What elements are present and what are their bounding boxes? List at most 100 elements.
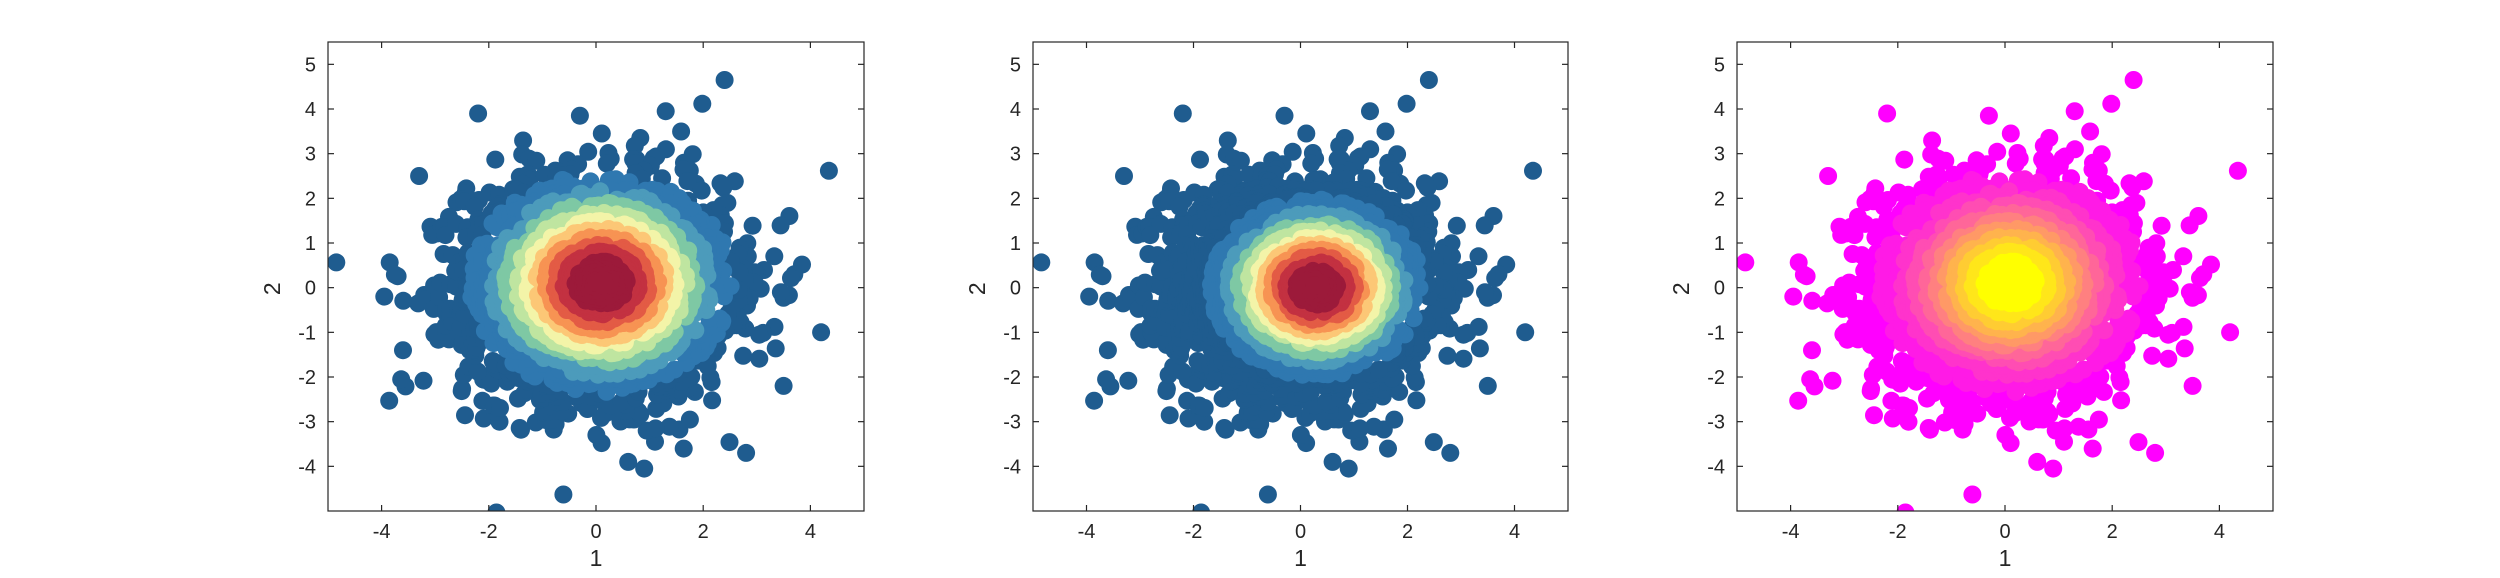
y-tick-label: 5 xyxy=(305,54,316,76)
y-tick-label: 4 xyxy=(305,99,316,121)
data-point xyxy=(1119,372,1137,390)
data-point xyxy=(1448,217,1466,235)
x-tick-label: 4 xyxy=(805,521,816,543)
data-point xyxy=(1476,216,1494,234)
data-point xyxy=(1476,283,1494,301)
data-point xyxy=(1115,167,1133,185)
data-point xyxy=(1471,339,1489,357)
data-point xyxy=(737,444,755,462)
data-point xyxy=(1524,162,1542,180)
data-point xyxy=(703,391,721,409)
data-point xyxy=(657,102,675,120)
data-point xyxy=(595,275,613,293)
data-point xyxy=(1292,426,1310,444)
y-tick-label: 3 xyxy=(305,144,316,166)
data-point xyxy=(750,350,768,368)
data-point xyxy=(389,267,407,285)
data-point xyxy=(593,125,611,143)
data-point xyxy=(1191,151,1209,169)
data-point xyxy=(1441,444,1459,462)
data-point xyxy=(375,288,393,306)
data-point xyxy=(380,392,398,410)
data-point xyxy=(1215,419,1233,437)
data-point xyxy=(1398,95,1416,113)
data-point xyxy=(744,217,762,235)
data-points xyxy=(327,71,838,522)
data-point xyxy=(772,283,790,301)
y-tick-label: -3 xyxy=(298,412,316,434)
data-point xyxy=(672,123,690,141)
data-point xyxy=(678,172,696,190)
data-point xyxy=(1032,253,1050,271)
data-point xyxy=(1479,377,1497,395)
data-point xyxy=(571,107,589,125)
data-point xyxy=(1192,504,1210,522)
data-point xyxy=(1094,267,1112,285)
data-point xyxy=(1438,347,1456,365)
x-tick-label: 2 xyxy=(698,521,709,543)
data-point xyxy=(1419,179,1437,197)
data-points xyxy=(1032,71,1542,522)
data-point xyxy=(394,341,412,359)
data-point xyxy=(1379,440,1397,458)
data-point xyxy=(456,406,474,424)
data-point xyxy=(1425,433,1443,451)
data-point xyxy=(675,440,693,458)
y-axis-label: 2 xyxy=(259,282,285,295)
data-point xyxy=(820,162,838,180)
data-point xyxy=(487,504,505,522)
y-tick-label: -4 xyxy=(298,456,316,478)
data-point xyxy=(619,453,637,471)
data-point xyxy=(554,486,572,504)
y-tick-label: 2 xyxy=(305,188,316,210)
data-point xyxy=(511,419,529,437)
data-point xyxy=(1516,323,1534,341)
x-axis-label: 1 xyxy=(590,545,603,571)
x-tick-label: -4 xyxy=(373,521,391,543)
y-tick-label: -1 xyxy=(298,322,316,344)
x-tick-label: -2 xyxy=(480,521,498,543)
data-point xyxy=(1377,123,1395,141)
data-point xyxy=(1161,406,1179,424)
data-point xyxy=(1085,392,1103,410)
data-point xyxy=(1324,453,1342,471)
data-point xyxy=(1420,71,1438,89)
data-point xyxy=(734,347,752,365)
data-point xyxy=(1385,411,1403,429)
data-point xyxy=(587,426,605,444)
data-point xyxy=(681,411,699,429)
data-point xyxy=(1196,399,1214,417)
data-point xyxy=(772,216,790,234)
data-point xyxy=(1259,486,1277,504)
data-point xyxy=(1173,363,1191,381)
data-point xyxy=(1407,391,1425,409)
data-point xyxy=(1370,361,1388,379)
data-point xyxy=(491,399,509,417)
data-point xyxy=(1080,288,1098,306)
y-tick-label: 0 xyxy=(305,278,316,300)
data-point xyxy=(721,433,739,451)
data-point xyxy=(1097,370,1115,388)
data-point xyxy=(716,71,734,89)
data-point xyxy=(714,179,732,197)
data-point xyxy=(598,155,616,173)
x-tick-label: 0 xyxy=(590,521,601,543)
data-point xyxy=(1361,102,1379,120)
data-point xyxy=(469,363,487,381)
data-point xyxy=(486,151,504,169)
y-tick-label: -2 xyxy=(298,367,316,389)
data-point xyxy=(1302,155,1320,173)
data-point xyxy=(410,167,428,185)
data-point xyxy=(647,419,665,437)
data-point xyxy=(767,339,785,357)
data-point xyxy=(635,460,653,478)
data-point xyxy=(1297,125,1315,143)
data-point xyxy=(1099,341,1117,359)
data-point xyxy=(327,253,345,271)
data-point xyxy=(1340,460,1358,478)
data-point xyxy=(392,370,410,388)
data-point xyxy=(415,372,433,390)
